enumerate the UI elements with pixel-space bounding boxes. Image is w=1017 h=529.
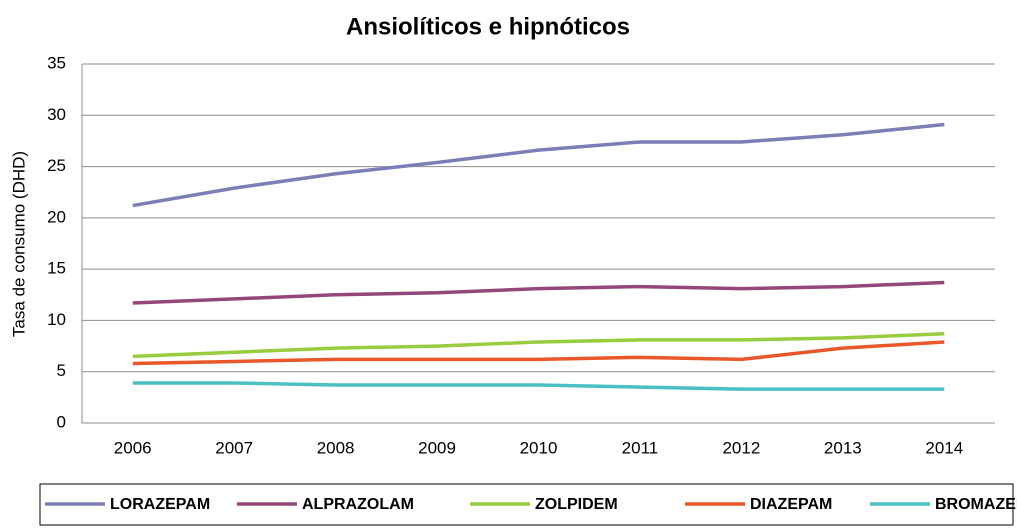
x-tick-label: 2010	[520, 438, 558, 457]
x-tick-label: 2007	[215, 438, 253, 457]
series-line	[132, 340, 945, 366]
chart-title: Ansiolíticos e hipnóticos	[346, 13, 630, 40]
x-tick-label: 2013	[824, 438, 862, 457]
y-tick-label: 15	[47, 259, 66, 278]
y-axis-label: Tasa de consumo (DHD)	[9, 151, 28, 337]
legend-label: ALPRAZOLAM	[302, 496, 414, 513]
x-tick-label: 2011	[622, 438, 659, 457]
x-tick-label: 2012	[722, 438, 760, 457]
legend-box	[39, 483, 1014, 526]
y-tick-label: 5	[57, 361, 66, 380]
x-tick-label: 2008	[317, 438, 355, 457]
y-tick-label: 20	[47, 207, 66, 226]
y-tick-label: 25	[47, 156, 66, 175]
x-tick-label: 2006	[114, 438, 152, 457]
series-line	[132, 332, 945, 359]
legend-label: ZOLPIDEM	[535, 496, 618, 513]
series-line	[132, 381, 945, 391]
y-tick-label: 35	[47, 53, 66, 72]
series-line	[132, 280, 945, 305]
y-tick-label: 30	[47, 105, 66, 124]
legend-label: BROMAZEPAM	[935, 496, 1017, 513]
series-line	[132, 122, 945, 208]
x-tick-label: 2009	[418, 438, 456, 457]
y-tick-label: 0	[57, 412, 66, 431]
legend-label: LORAZEPAM	[110, 496, 210, 513]
x-tick-label: 2014	[925, 438, 963, 457]
y-tick-label: 10	[47, 310, 66, 329]
legend-label: DIAZEPAM	[750, 496, 832, 513]
